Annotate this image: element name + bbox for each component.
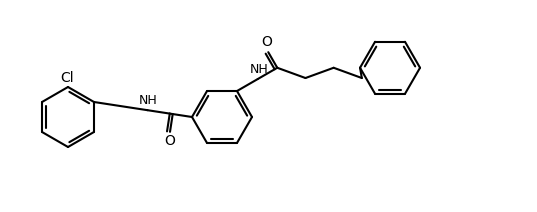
Text: O: O: [165, 134, 176, 148]
Text: O: O: [261, 35, 272, 49]
Text: NH: NH: [139, 94, 158, 107]
Text: Cl: Cl: [60, 71, 74, 85]
Text: NH: NH: [249, 63, 268, 76]
